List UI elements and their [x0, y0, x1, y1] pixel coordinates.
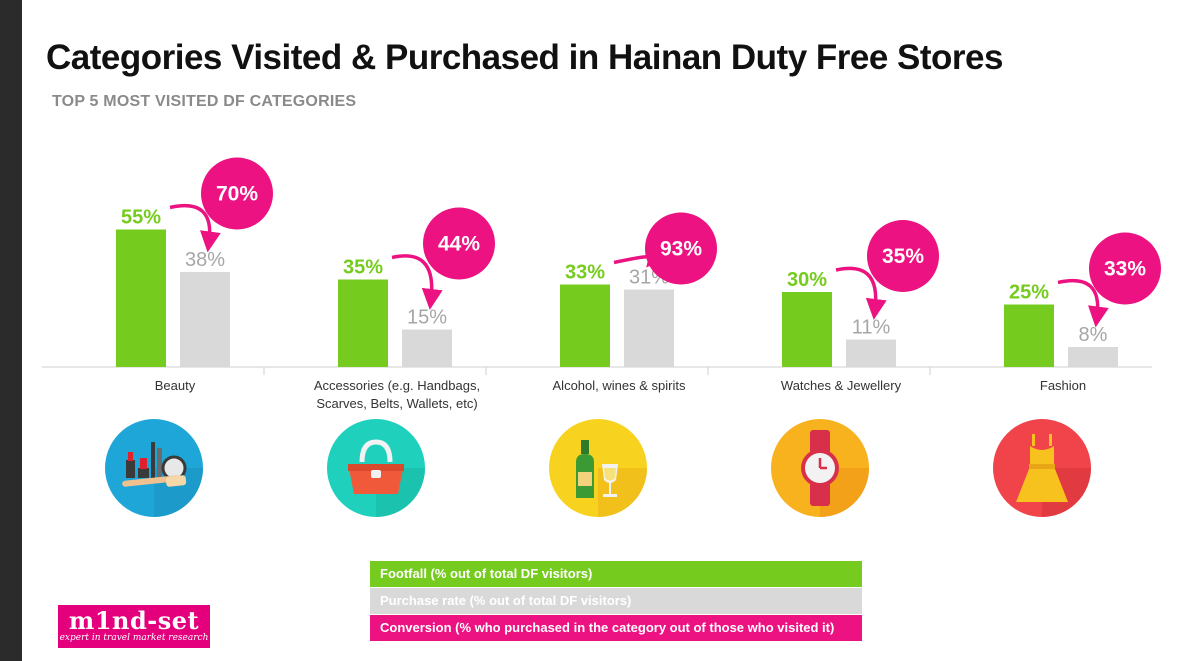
legend-item-footfall: Footfall (% out of total DF visitors) [370, 561, 862, 587]
purchase-bar [1068, 347, 1118, 367]
purchase-bar [846, 339, 896, 367]
dress-icon [993, 419, 1091, 517]
company-logo: m1nd-set expert in travel market researc… [58, 605, 210, 648]
conversion-arrow [169, 203, 221, 253]
conversion-value-label: 70% [216, 183, 258, 206]
purchase-value-label: 15% [407, 307, 447, 329]
page-title: Categories Visited & Purchased in Hainan… [46, 38, 1004, 77]
category-label: Beauty [155, 378, 196, 393]
purchase-bar [180, 272, 230, 367]
footfall-value-label: 33% [565, 262, 605, 284]
category-label: Scarves, Belts, Wallets, etc) [316, 396, 477, 411]
conversion-bubble [867, 220, 939, 292]
conversion-value-label: 35% [882, 245, 924, 268]
legend-item-purchase: Purchase rate (% out of total DF visitor… [370, 588, 862, 614]
conversion-bubble [1089, 232, 1161, 305]
conversion-bubble [201, 157, 273, 230]
category-label: Alcohol, wines & spirits [553, 378, 686, 393]
conversion-arrow [391, 254, 443, 310]
conversion-value-label: 44% [438, 233, 480, 256]
footfall-bar [338, 279, 388, 367]
chart-legend: Footfall (% out of total DF visitors) Pur… [370, 561, 862, 642]
watch-icon [771, 419, 869, 517]
champagne-icon [549, 419, 647, 517]
category-label: Accessories (e.g. Handbags, [314, 378, 480, 393]
category-label: Watches & Jewellery [781, 378, 902, 393]
conversion-arrow [835, 266, 887, 320]
chart-subtitle: TOP 5 MOST VISITED DF CATEGORIES [52, 93, 357, 110]
footfall-value-label: 55% [121, 207, 161, 229]
footfall-bar [560, 284, 610, 367]
footfall-bar [782, 292, 832, 367]
purchase-bar [402, 329, 452, 367]
legend-item-conversion: Conversion (% who purchased in the categ… [370, 615, 862, 641]
conversion-arrow [1057, 278, 1109, 328]
logo-name: m1nd-set [68, 606, 200, 635]
slide: Categories Visited & Purchased in Hainan… [22, 0, 1180, 661]
conversion-value-label: 93% [660, 238, 702, 261]
footfall-value-label: 30% [787, 269, 827, 291]
footfall-value-label: 35% [343, 257, 383, 279]
purchase-value-label: 11% [852, 317, 891, 339]
logo-tagline: expert in travel market research [59, 633, 209, 643]
conversion-bubble [423, 207, 495, 280]
bar-chart: 55% 38% 70% Beauty 35% 15% 44% Accessories (e.g… [42, 157, 1161, 411]
footfall-value-label: 25% [1009, 282, 1049, 304]
purchase-value-label: 38% [185, 249, 225, 271]
conversion-value-label: 33% [1104, 258, 1146, 281]
category-label: Fashion [1040, 378, 1086, 393]
footfall-bar [1004, 304, 1054, 367]
makeup-icon [105, 419, 203, 517]
conversion-arrow [613, 244, 668, 268]
handbag-icon [327, 419, 425, 517]
footfall-bar [116, 229, 166, 367]
purchase-bar [624, 289, 674, 367]
purchase-value-label: 8% [1079, 324, 1108, 346]
